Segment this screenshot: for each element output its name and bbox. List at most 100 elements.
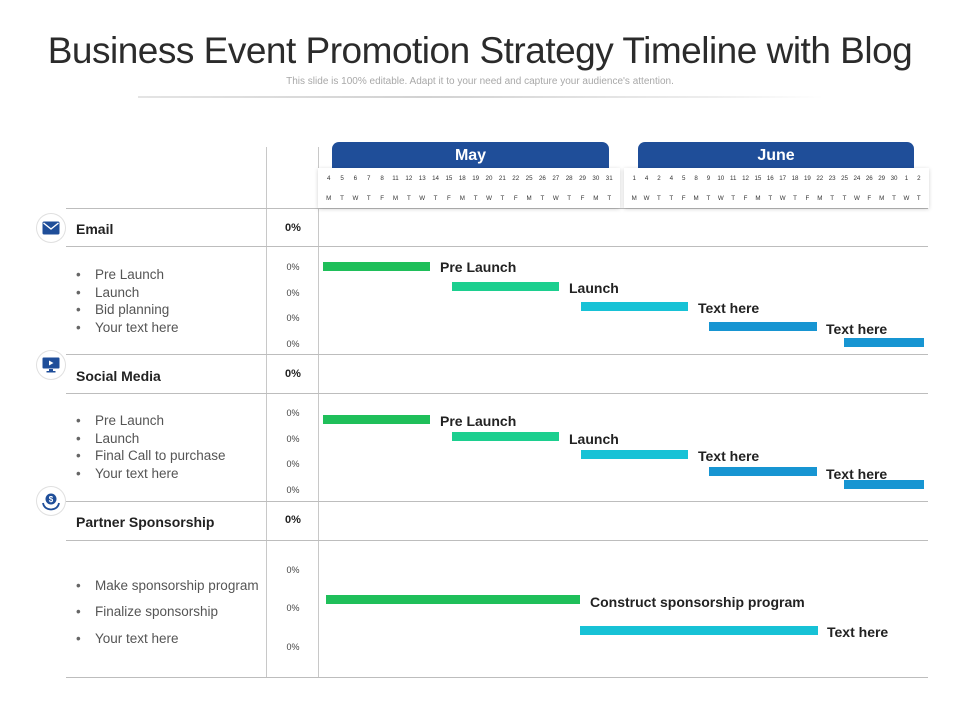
weekday-letter: W: [643, 194, 650, 202]
day-number: 30: [890, 174, 898, 182]
weekday-letter: F: [867, 194, 872, 202]
timeline-bar-label: Pre Launch: [440, 259, 517, 275]
list-item: Finalize sponsorship: [76, 604, 218, 619]
weekday-letter: T: [567, 194, 572, 202]
timeline-bar: [709, 322, 817, 331]
day-number: 1: [632, 174, 636, 182]
weekday-letter: M: [593, 194, 599, 202]
weekday-letter: M: [526, 194, 532, 202]
day-number: 29: [878, 174, 886, 182]
grid-hline: [66, 246, 928, 247]
weekday-letter: F: [513, 194, 518, 202]
day-number: 8: [380, 174, 384, 182]
weekday-letter: W: [419, 194, 426, 202]
day-number: 31: [605, 174, 613, 182]
weekday-letter: W: [903, 194, 910, 202]
weekday-letter: T: [540, 194, 545, 202]
timeline-bar-label: Launch: [569, 280, 619, 296]
weekday-letter: W: [552, 194, 559, 202]
day-number: 22: [512, 174, 520, 182]
category-social-media-percent: 0%: [285, 368, 301, 380]
day-number: 30: [592, 174, 600, 182]
weekday-letter: F: [805, 194, 810, 202]
day-number: 6: [353, 174, 358, 182]
category-partner-sponsorship-percent: 0%: [285, 514, 301, 526]
timeline-bar: [581, 302, 688, 311]
day-number: 12: [742, 174, 749, 182]
june-day-strip: 1 4 2 4 5 8 9 10 11 12 15 16 17 18 19 22 23 25 24 26 29 30 1 2 …: [624, 168, 929, 208]
monitor-icon: [37, 351, 65, 379]
weekday-letter: W: [779, 194, 786, 202]
timeline-bar: [709, 467, 817, 476]
weekday-letter: T: [706, 194, 711, 202]
item-percent: 0%: [286, 288, 300, 298]
slide-title: Business Event Promotion Strategy Timeli…: [47, 30, 913, 71]
day-number: 15: [445, 174, 453, 182]
day-number: 29: [579, 174, 586, 182]
weekday-letter: T: [500, 194, 505, 202]
grid-hline: [66, 393, 928, 394]
day-number: 7: [367, 174, 371, 182]
weekday-letter: M: [392, 194, 399, 202]
day-number: 12: [405, 174, 413, 182]
slide-subtitle: This slide is 100% editable. Adapt it to…: [286, 76, 674, 87]
day-number: 19: [472, 174, 480, 182]
day-number: 16: [766, 174, 774, 182]
item-percent: 0%: [286, 459, 300, 469]
weekday-letter: M: [631, 194, 637, 202]
timeline-bar-label: Pre Launch: [440, 413, 517, 429]
day-number: 28: [565, 174, 573, 182]
list-item: Pre Launch: [76, 413, 164, 428]
day-number: 26: [865, 174, 873, 182]
day-number: 4: [669, 174, 674, 182]
timeline-bar: [452, 432, 559, 441]
day-number: 20: [485, 174, 493, 182]
weekday-letter: T: [768, 194, 773, 202]
list-item: Launch: [76, 431, 139, 446]
weekday-letter: T: [473, 194, 478, 202]
weekday-letter: F: [380, 194, 384, 202]
weekday-letter: M: [817, 194, 823, 202]
title-divider: [138, 96, 714, 98]
grid-hline: [66, 354, 928, 355]
day-number: 26: [538, 174, 546, 182]
timeline-bar: [326, 595, 580, 604]
timeline-bar: [844, 338, 924, 347]
day-number: 13: [418, 174, 426, 182]
list-item: Make sponsorship program: [76, 578, 259, 593]
day-number: 5: [340, 174, 344, 182]
grid-hline: [66, 501, 928, 502]
grid-hline: [66, 540, 928, 541]
list-item: Your text here: [76, 320, 179, 335]
timeline-bar: [844, 480, 924, 489]
day-number: 17: [779, 174, 787, 182]
weekday-letter: T: [607, 194, 612, 202]
timeline-bar-label: Text here: [827, 624, 889, 640]
item-percent: 0%: [286, 313, 300, 323]
timeline-bar: [452, 282, 559, 291]
timeline-bar: [323, 415, 430, 424]
item-percent: 0%: [286, 603, 300, 613]
day-number: 4: [644, 174, 649, 182]
may-day-numbers: 4 5 6 7 8 11 12 13 14 15 18 19 20 21 22 25 26 27 28 29 30 31: [318, 168, 620, 188]
weekday-letter: F: [743, 194, 748, 202]
mail-icon: [37, 214, 65, 242]
day-number: 5: [681, 174, 686, 182]
day-number: 14: [432, 174, 439, 182]
svg-text:$: $: [49, 495, 54, 504]
list-item: Your text here: [76, 466, 179, 481]
may-day-strip: 4 5 6 7 8 11 12 13 14 15 18 19 20 21 22 25 26 27 28 29 30 31 …: [318, 168, 620, 208]
dollar-hand-icon: $: [37, 487, 65, 515]
day-number: 18: [458, 174, 466, 182]
day-number: 15: [754, 174, 762, 182]
day-number: 25: [525, 174, 533, 182]
month-header-may: May: [332, 142, 609, 168]
item-percent: 0%: [286, 408, 300, 418]
weekday-letter: W: [486, 194, 492, 202]
list-item: Your text here: [76, 631, 179, 646]
weekday-letter: M: [879, 194, 885, 202]
category-email-percent: 0%: [285, 222, 301, 234]
weekday-letter: F: [681, 194, 686, 202]
june-day-numbers: 1 4 2 4 5 8 9 10 11 12 15 16 17 18 19 22 23 25 24 26 29 30 1 2: [624, 168, 929, 188]
list-item: Final Call to purchase: [76, 448, 226, 463]
